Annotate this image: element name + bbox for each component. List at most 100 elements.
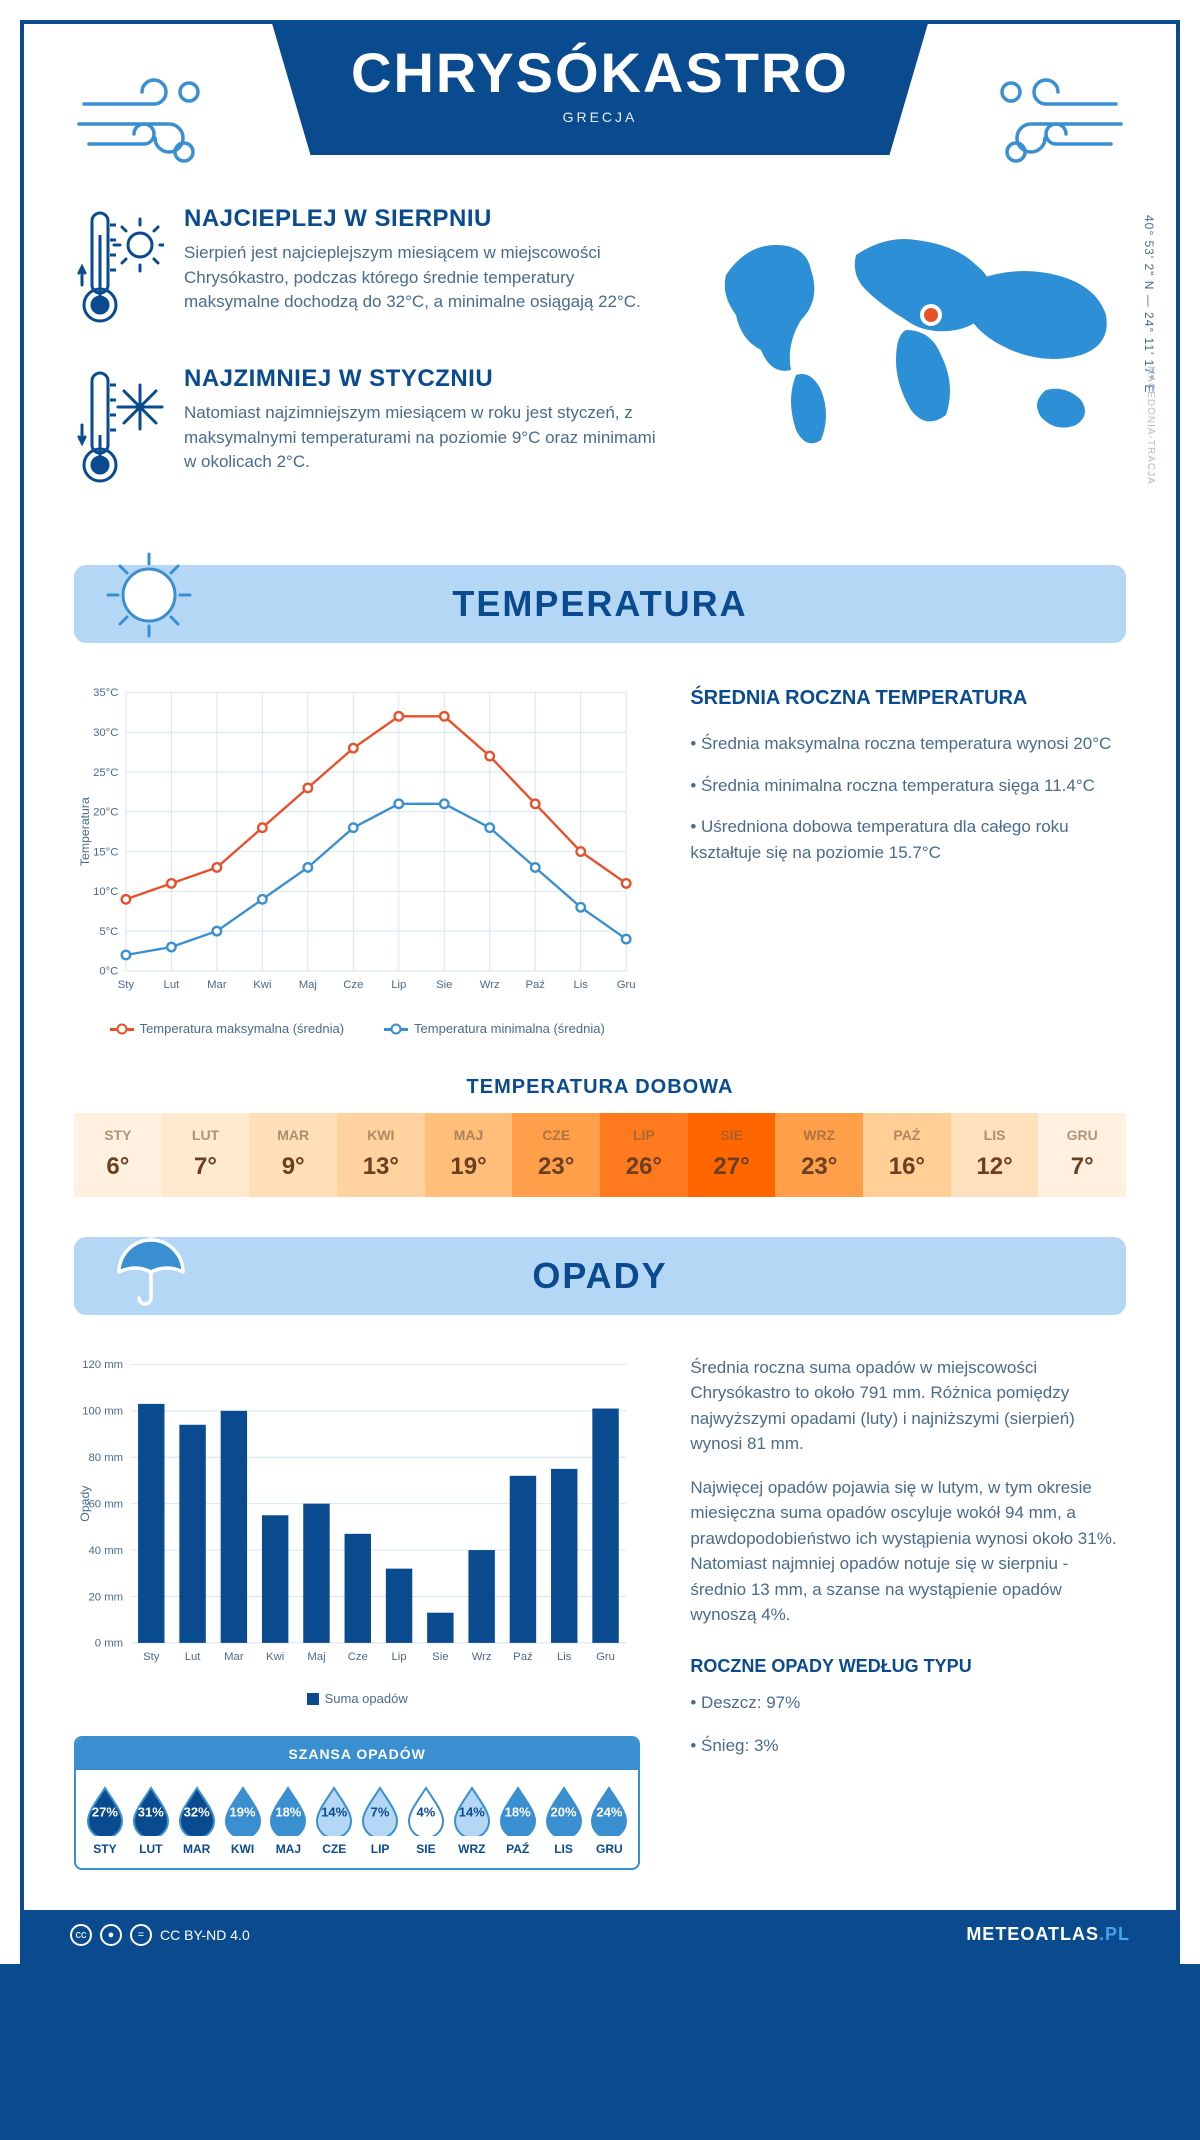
- license: cc ● = CC BY-ND 4.0: [70, 1924, 250, 1946]
- hot-title: NAJCIEPLEJ W SIERPNIU: [184, 205, 666, 233]
- precip-type-point: • Deszcz: 97%: [690, 1690, 1126, 1716]
- svg-text:20 mm: 20 mm: [89, 1591, 124, 1603]
- bar-legend: Suma opadów: [74, 1691, 640, 1706]
- nd-icon: =: [130, 1924, 152, 1946]
- svg-text:Wrz: Wrz: [472, 1651, 492, 1663]
- svg-text:Kwi: Kwi: [266, 1651, 284, 1663]
- daily-temp-heatmap: STY6°LUT7°MAR9°KWI13°MAJ19°CZE23°LIP26°S…: [74, 1113, 1126, 1197]
- thermometer-hot-icon: [74, 205, 164, 335]
- page-title: CHRYSÓKASTRO: [351, 40, 849, 105]
- temp-info-point: • Uśredniona dobowa temperatura dla całe…: [690, 814, 1126, 865]
- svg-text:35°C: 35°C: [93, 687, 118, 699]
- rain-drop: 31% LUT: [128, 1784, 174, 1856]
- header-banner: CHRYSÓKASTRO GRECJA: [271, 20, 929, 155]
- rain-drop: 20% LIS: [541, 1784, 587, 1856]
- svg-text:Mar: Mar: [207, 979, 227, 991]
- hot-text: Sierpień jest najcieplejszym miesiącem w…: [184, 241, 666, 315]
- temp-info-point: • Średnia minimalna roczna temperatura s…: [690, 773, 1126, 799]
- precip-type-point: • Śnieg: 3%: [690, 1733, 1126, 1759]
- svg-text:120 mm: 120 mm: [82, 1359, 123, 1371]
- svg-text:Temperatura: Temperatura: [78, 797, 92, 866]
- svg-text:Lis: Lis: [557, 1651, 572, 1663]
- rain-drop: 4% SIE: [403, 1784, 449, 1856]
- hot-month-block: NAJCIEPLEJ W SIERPNIU Sierpień jest najc…: [74, 205, 666, 335]
- rain-drop: 7% LIP: [357, 1784, 403, 1856]
- rain-drop: 14% WRZ: [449, 1784, 495, 1856]
- temperature-title: TEMPERATURA: [104, 583, 1096, 625]
- svg-text:100 mm: 100 mm: [82, 1406, 123, 1418]
- svg-text:Paź: Paź: [513, 1651, 533, 1663]
- temperature-line-chart: 0°C5°C10°C15°C20°C25°C30°C35°CStyLutMarK…: [74, 683, 640, 1036]
- heat-cell: WRZ23°: [775, 1113, 863, 1197]
- svg-text:25°C: 25°C: [93, 767, 118, 779]
- wind-icon: [986, 64, 1126, 184]
- rain-drop: 18% MAJ: [265, 1784, 311, 1856]
- precip-p2: Najwięcej opadów pojawia się w lutym, w …: [690, 1475, 1126, 1628]
- daily-temp-heading: TEMPERATURA DOBOWA: [74, 1076, 1126, 1099]
- svg-text:80 mm: 80 mm: [89, 1452, 124, 1464]
- svg-text:Cze: Cze: [343, 979, 363, 991]
- svg-text:20°C: 20°C: [93, 807, 118, 819]
- svg-text:Lut: Lut: [164, 979, 181, 991]
- svg-text:40 mm: 40 mm: [89, 1545, 124, 1557]
- heat-cell: MAR9°: [249, 1113, 337, 1197]
- precipitation-section-bar: OPADY: [74, 1237, 1126, 1315]
- heat-cell: MAJ19°: [425, 1113, 513, 1197]
- by-icon: ●: [100, 1924, 122, 1946]
- svg-text:Sty: Sty: [118, 979, 135, 991]
- svg-text:Lut: Lut: [185, 1651, 202, 1663]
- map-region: MACEDONIA-TRACJA: [1145, 366, 1156, 485]
- svg-text:Mar: Mar: [224, 1651, 244, 1663]
- heat-cell: SIE27°: [688, 1113, 776, 1197]
- precip-type-heading: ROCZNE OPADY WEDŁUG TYPU: [690, 1653, 1126, 1680]
- svg-text:Gru: Gru: [617, 979, 636, 991]
- sun-icon: [104, 550, 194, 640]
- heat-cell: LIS12°: [951, 1113, 1039, 1197]
- svg-text:Opady: Opady: [78, 1485, 92, 1522]
- svg-text:Sty: Sty: [143, 1651, 160, 1663]
- precipitation-title: OPADY: [104, 1255, 1096, 1297]
- heat-cell: GRU7°: [1038, 1113, 1126, 1197]
- temp-info-point: • Średnia maksymalna roczna temperatura …: [690, 731, 1126, 757]
- cold-month-block: NAJZIMNIEJ W STYCZNIU Natomiast najzimni…: [74, 365, 666, 495]
- legend-max: Temperatura maksymalna (średnia): [110, 1021, 344, 1036]
- rain-drop: 32% MAR: [174, 1784, 220, 1856]
- footer: cc ● = CC BY-ND 4.0 METEOATLAS.PL: [20, 1910, 1180, 1960]
- precipitation-bar-chart: 0 mm20 mm40 mm60 mm80 mm100 mm120 mmOpad…: [74, 1355, 640, 1706]
- svg-text:Kwi: Kwi: [253, 979, 271, 991]
- cc-icon: cc: [70, 1924, 92, 1946]
- temperature-section-bar: TEMPERATURA: [74, 565, 1126, 643]
- world-map-svg: [706, 205, 1126, 465]
- rain-drop: 24% GRU: [586, 1784, 632, 1856]
- precipitation-info: Średnia roczna suma opadów w miejscowośc…: [690, 1355, 1126, 1870]
- heat-cell: LUT7°: [162, 1113, 250, 1197]
- rain-drop: 18% PAŹ: [495, 1784, 541, 1856]
- svg-text:Wrz: Wrz: [480, 979, 500, 991]
- thermometer-cold-icon: [74, 365, 164, 495]
- rain-drop: 14% CZE: [311, 1784, 357, 1856]
- svg-text:Maj: Maj: [307, 1651, 325, 1663]
- rain-drop: 27% STY: [82, 1784, 128, 1856]
- cold-title: NAJZIMNIEJ W STYCZNIU: [184, 365, 666, 393]
- svg-text:15°C: 15°C: [93, 846, 118, 858]
- svg-text:Paź: Paź: [525, 979, 545, 991]
- svg-text:0°C: 0°C: [99, 966, 118, 978]
- brand: METEOATLAS.PL: [966, 1924, 1130, 1945]
- world-map: 40° 53' 2" N — 24° 11' 17" E MACEDONIA-T…: [706, 205, 1126, 525]
- svg-text:60 mm: 60 mm: [89, 1498, 124, 1510]
- svg-text:Sie: Sie: [436, 979, 452, 991]
- heat-cell: KWI13°: [337, 1113, 425, 1197]
- svg-text:5°C: 5°C: [99, 926, 118, 938]
- precip-p1: Średnia roczna suma opadów w miejscowośc…: [690, 1355, 1126, 1457]
- page-subtitle: GRECJA: [351, 109, 849, 125]
- intro-row: NAJCIEPLEJ W SIERPNIU Sierpień jest najc…: [74, 205, 1126, 525]
- legend-min: Temperatura minimalna (średnia): [384, 1021, 605, 1036]
- svg-text:Gru: Gru: [596, 1651, 615, 1663]
- heat-cell: CZE23°: [512, 1113, 600, 1197]
- heat-cell: STY6°: [74, 1113, 162, 1197]
- svg-text:10°C: 10°C: [93, 886, 118, 898]
- cold-text: Natomiast najzimniejszym miesiącem w rok…: [184, 401, 666, 475]
- svg-text:Maj: Maj: [299, 979, 317, 991]
- header: CHRYSÓKASTRO GRECJA: [74, 64, 1126, 155]
- svg-text:Lis: Lis: [573, 979, 588, 991]
